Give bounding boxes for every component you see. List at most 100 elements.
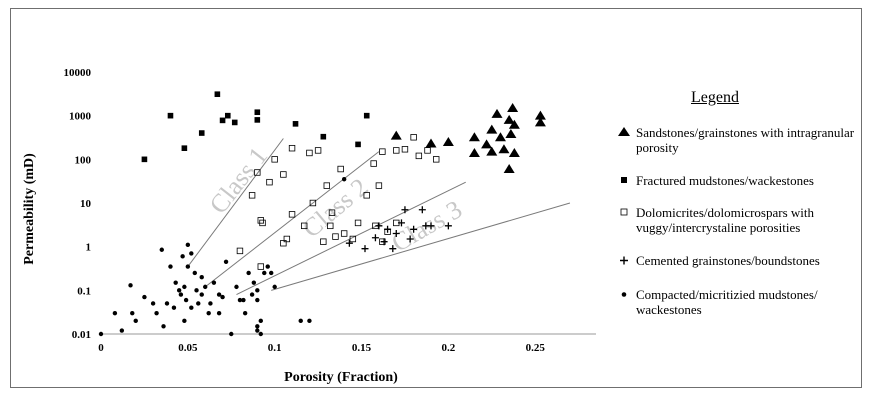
legend-label: Dolomicrites/dolomicrospars with vuggy/i… (636, 205, 815, 235)
open-square-point (354, 219, 362, 227)
open-square-point (393, 147, 400, 154)
open-square-point (379, 148, 386, 155)
dot-point (262, 270, 267, 276)
triangle-point (508, 147, 520, 157)
open-square-point (415, 152, 423, 160)
filled-square-point (141, 156, 148, 163)
dot-point (255, 288, 260, 293)
open-square-point (370, 160, 377, 167)
open-square-point (280, 171, 287, 178)
open-square-point (280, 240, 287, 247)
dot-point (307, 318, 312, 324)
open-square-point (257, 263, 264, 270)
dot-point (112, 310, 118, 316)
class-label: Class 1 (204, 142, 274, 220)
x-tick-label: 0.15 (352, 342, 372, 354)
dot-point (98, 331, 104, 337)
dot-point (159, 247, 164, 252)
dot-point (208, 301, 213, 306)
open-square-point (401, 146, 409, 153)
y-tick-label: 0.01 (72, 329, 91, 341)
y-tick-label: 100 (75, 154, 92, 166)
plus-point (361, 245, 369, 253)
open-square-point (433, 156, 440, 163)
filled-square-point (363, 112, 370, 119)
dot-point (194, 288, 199, 293)
dot-point (180, 254, 185, 259)
dot-point (164, 301, 170, 306)
dot-marker-icon (621, 292, 627, 297)
open-square-point (349, 235, 357, 243)
plus-point (389, 245, 397, 253)
dot-point (272, 284, 277, 290)
dot-point (255, 297, 260, 303)
dot-point (223, 259, 229, 265)
dot-point (189, 305, 194, 310)
dot-point (189, 251, 194, 256)
dot-point (171, 305, 177, 310)
triangle-point (491, 108, 503, 118)
legend-label: Fractured mudstones/wackestones (636, 173, 814, 188)
open-square-point (340, 230, 348, 237)
open-square-point (271, 156, 278, 163)
dot-point (130, 310, 135, 316)
open-square-point (288, 144, 296, 152)
legend-label: Compacted/micritizied mudstones/ wackest… (636, 287, 818, 317)
plus-point (427, 222, 435, 230)
triangle-point (503, 114, 515, 124)
open-square-point (309, 199, 317, 207)
plus-point (380, 238, 388, 246)
class-lines (187, 138, 571, 296)
y-axis-title: Permeability (mD) (22, 153, 37, 265)
filled-square-point (254, 117, 261, 123)
dot-point (246, 270, 251, 276)
class-boundary-line (204, 151, 380, 288)
filled-square-marker-icon (621, 177, 627, 183)
legend-title: Legend (691, 89, 739, 106)
filled-square-point (198, 130, 205, 136)
plus-marker-icon (620, 256, 628, 265)
open-square-point (306, 149, 313, 157)
triangle-point (508, 119, 520, 129)
dot-point (178, 292, 184, 297)
plus-point (384, 225, 392, 233)
dot-point (176, 288, 182, 293)
open-square-point (327, 222, 334, 230)
dot-point (269, 270, 274, 276)
class-boundary-line (236, 181, 466, 296)
filled-square-point (292, 121, 299, 127)
open-square-point (332, 233, 339, 240)
dot-point (185, 264, 191, 269)
open-square-point (328, 209, 336, 216)
dot-point (211, 280, 217, 285)
y-tick-label: 10 (80, 198, 92, 210)
dot-point (199, 274, 204, 280)
open-square-point (375, 182, 383, 189)
triangle-point (481, 139, 493, 149)
triangle-point (534, 117, 546, 127)
triangle-point (507, 102, 519, 112)
dot-point (199, 292, 204, 297)
dot-point (251, 280, 257, 285)
y-tick-label: 1 (86, 242, 92, 254)
dot-point (161, 324, 166, 329)
dot-point (119, 328, 125, 333)
plus-point (401, 206, 409, 214)
x-axis-title: Porosity (Fraction) (284, 370, 398, 385)
plus-point (406, 235, 414, 243)
scatter-plot: 0 0.05 0.1 0.15 0.2 0.25 0.01 0.1 1 10 100 1000 1000… (22, 67, 596, 385)
filled-square-point (214, 91, 221, 98)
dot-point (206, 310, 211, 316)
y-tick-label: 0.1 (77, 285, 91, 297)
open-square-point (424, 147, 431, 154)
filled-square-point (231, 119, 238, 126)
dot-point (185, 242, 191, 248)
dot-point (341, 177, 347, 182)
filled-square-point (224, 112, 231, 119)
open-square-point (301, 222, 308, 230)
dot-point (229, 331, 234, 337)
dot-point (128, 283, 133, 288)
filled-square-point (320, 133, 327, 140)
plus-point (375, 222, 383, 230)
dot-point (265, 264, 270, 269)
